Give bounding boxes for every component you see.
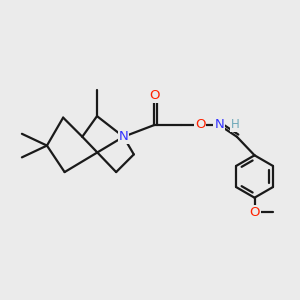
- Text: N: N: [214, 118, 224, 131]
- Text: O: O: [249, 206, 260, 219]
- Text: N: N: [118, 130, 128, 143]
- Text: O: O: [195, 118, 205, 131]
- Text: H: H: [231, 118, 240, 131]
- Text: O: O: [149, 89, 160, 102]
